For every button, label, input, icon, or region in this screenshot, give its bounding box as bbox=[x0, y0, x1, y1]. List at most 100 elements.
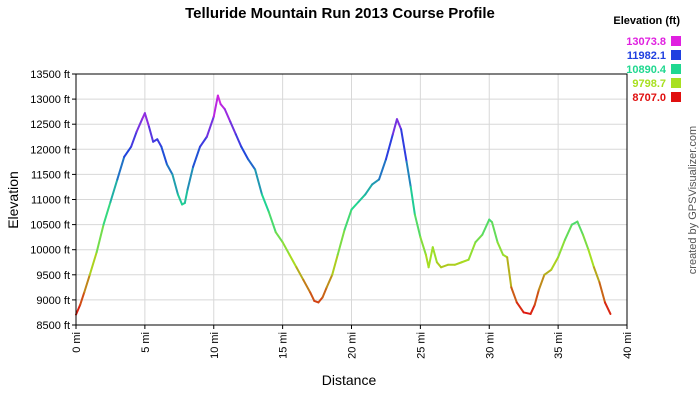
elevation-line-segment bbox=[274, 231, 284, 244]
elevation-line-segment bbox=[109, 178, 119, 204]
elevation-line-segment bbox=[364, 183, 374, 196]
legend-value: 10890.4 bbox=[626, 64, 667, 76]
y-tick-label: 8500 ft bbox=[36, 320, 70, 332]
elevation-line-segment bbox=[506, 256, 513, 289]
elevation-line-segment bbox=[247, 158, 257, 171]
elevation-line-segment bbox=[229, 120, 237, 136]
elevation-line-segment bbox=[395, 118, 403, 131]
elevation-line-segment bbox=[350, 201, 360, 211]
elevation-line-segment bbox=[254, 168, 263, 196]
elevation-line-segment bbox=[435, 261, 443, 269]
elevation-line-segment bbox=[192, 145, 201, 168]
y-tick-label: 12500 ft bbox=[30, 119, 70, 131]
elevation-line-segment bbox=[288, 253, 298, 269]
y-axis-label: Elevation bbox=[5, 171, 21, 229]
chart-title: Telluride Mountain Run 2013 Course Profi… bbox=[185, 5, 495, 22]
elevation-line-segment bbox=[371, 178, 381, 186]
legend-title: Elevation (ft) bbox=[613, 15, 680, 27]
elevation-line-segment bbox=[419, 236, 427, 256]
elevation-line-segment bbox=[515, 301, 525, 314]
x-tick-label: 15 mi bbox=[278, 332, 290, 359]
y-tick-label: 10500 ft bbox=[30, 220, 70, 232]
elevation-line-segment bbox=[267, 211, 277, 234]
elevation-line-segment bbox=[216, 94, 222, 106]
y-tick-label: 10000 ft bbox=[30, 245, 70, 257]
elevation-line-segment bbox=[130, 130, 138, 148]
elevation-line-segment bbox=[212, 94, 219, 118]
elevation-line-segment bbox=[529, 303, 536, 315]
elevation-line-segment bbox=[75, 303, 82, 316]
elevation-line-segment bbox=[391, 118, 398, 136]
chart-grid bbox=[75, 73, 628, 326]
elevation-line-segment bbox=[453, 261, 463, 266]
legend-swatch bbox=[671, 64, 681, 74]
elevation-line-segment bbox=[564, 223, 573, 241]
elevation-line-segment bbox=[592, 266, 601, 284]
elevation-line-segment bbox=[295, 266, 305, 281]
elevation-line-segment bbox=[156, 138, 163, 148]
y-tick-label: 11000 ft bbox=[31, 195, 70, 207]
elevation-line-segment bbox=[409, 185, 416, 216]
elevation-line-segment bbox=[223, 108, 232, 123]
credit-text: created by GPSVisualizer.com bbox=[687, 126, 699, 274]
elevation-line-segment bbox=[176, 193, 184, 206]
elevation-line-segment bbox=[309, 291, 316, 302]
x-tick-label: 5 mi bbox=[140, 332, 152, 353]
elevation-line-segment bbox=[165, 163, 174, 176]
elevation-line-segment bbox=[260, 193, 270, 214]
elevation-line-segment bbox=[88, 251, 98, 276]
elevation-line-segment bbox=[427, 246, 434, 269]
legend-value: 9798.7 bbox=[632, 78, 666, 90]
elevation-line-segment bbox=[343, 208, 353, 231]
y-tick-label: 9500 ft bbox=[36, 270, 70, 282]
elevation-line-segment bbox=[148, 125, 155, 143]
x-tick-label: 0 mi bbox=[71, 332, 83, 353]
elevation-line-segment bbox=[281, 241, 291, 256]
y-tick-label: 13000 ft bbox=[30, 94, 70, 106]
y-tick-label: 11500 ft bbox=[31, 169, 70, 181]
legend-swatch bbox=[671, 50, 681, 60]
elevation-line-segment bbox=[431, 246, 438, 264]
elevation-line-segment bbox=[83, 273, 91, 294]
x-axis-label: Distance bbox=[322, 372, 377, 388]
legend-value: 8707.0 bbox=[632, 92, 666, 104]
elevation-line-segment bbox=[510, 286, 518, 304]
elevation-line-segment bbox=[205, 115, 215, 138]
y-tick-label: 12000 ft bbox=[30, 144, 70, 156]
elevation-line-segment bbox=[116, 155, 126, 181]
elevation-line-segment bbox=[302, 278, 312, 294]
elevation-line-segment bbox=[522, 311, 532, 315]
elevation-line-segment bbox=[496, 241, 505, 256]
x-tick-label: 25 mi bbox=[415, 332, 427, 359]
elevation-line-segment bbox=[467, 241, 477, 261]
elevation-line-segment bbox=[413, 213, 422, 239]
y-tick-label: 9000 ft bbox=[36, 295, 70, 307]
x-tick-label: 40 mi bbox=[622, 332, 634, 359]
elevation-line-segment bbox=[102, 201, 112, 226]
elevation-line-segment bbox=[570, 220, 579, 226]
elevation-line-segment bbox=[533, 288, 540, 306]
x-tick-label: 20 mi bbox=[347, 332, 359, 359]
y-axis-ticks: 8500 ft 9000 ft 9500 ft 10000 ft 10500 ft 110… bbox=[30, 69, 76, 332]
x-tick-label: 10 mi bbox=[209, 332, 221, 359]
elevation-line-segment bbox=[171, 173, 179, 196]
x-tick-label: 35 mi bbox=[553, 332, 565, 359]
elevation-line-segment bbox=[160, 145, 168, 166]
elevation-line-segment bbox=[123, 145, 133, 158]
elevation-line-segment bbox=[198, 135, 208, 148]
elevation-line-segment bbox=[598, 281, 606, 304]
elevation-line-segment bbox=[336, 228, 346, 256]
legend-value: 11982.1 bbox=[627, 50, 666, 62]
elevation-line-segment bbox=[576, 220, 584, 236]
elevation-line-segment bbox=[219, 103, 226, 111]
elevation-line-segment bbox=[603, 301, 612, 315]
elevation-line-segment bbox=[143, 112, 151, 128]
elevation-line-segment bbox=[183, 188, 189, 205]
elevation-line-segment bbox=[79, 291, 86, 306]
elevation-line-segment bbox=[325, 273, 334, 289]
elevation-line-segment bbox=[405, 160, 412, 188]
elevation-line-segment bbox=[135, 118, 144, 133]
elevation-line-segment bbox=[378, 158, 387, 181]
legend-swatch bbox=[671, 78, 681, 88]
elevation-line-segment bbox=[481, 218, 491, 236]
